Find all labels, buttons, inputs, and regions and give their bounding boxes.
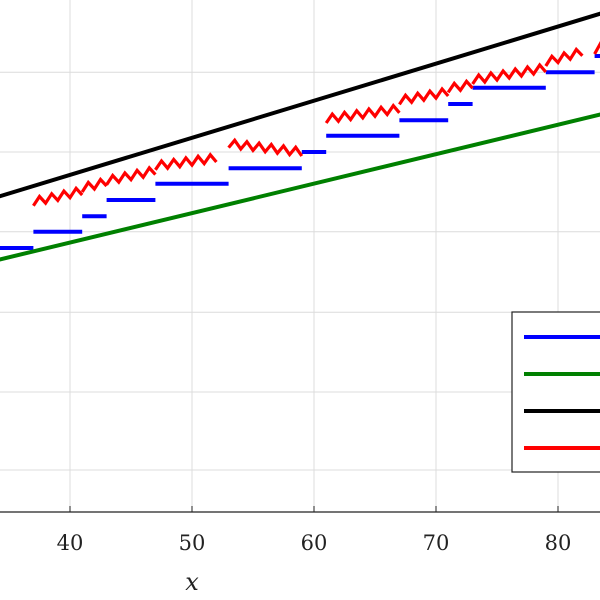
series-3-sawtooth-6 [324,102,401,124]
x-tick-label-80: 80 [545,531,572,555]
series-3-sawtooth-2 [80,176,108,193]
series-line-1 [0,112,600,262]
series-3-sawtooth-11 [593,40,600,55]
series-3-sawtooth-3 [105,165,157,186]
legend [511,311,600,473]
series-3-sawtooth-10 [544,46,584,67]
series-3-sawtooth-5 [227,137,304,158]
axes [0,506,600,513]
series-3-sawtooth-8 [446,78,474,94]
x-tick-label-50: 50 [179,531,206,555]
series-3-sawtooth-7 [398,86,450,106]
series-3-sawtooth-4 [154,152,218,171]
x-tick-label-70: 70 [423,531,450,555]
x-axis-title: x [185,568,199,596]
series-line-2 [0,11,600,199]
tick-labels: 40 50 60 70 80 [57,531,572,555]
series-layer [0,11,600,262]
series-3-sawtooth-1 [32,185,84,207]
grid [0,0,600,512]
x-tick-label-40: 40 [57,531,84,555]
x-tick-label-60: 60 [301,531,328,555]
series-3-sawtooth-9 [471,62,548,85]
